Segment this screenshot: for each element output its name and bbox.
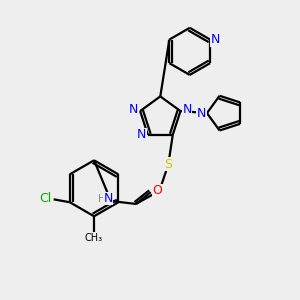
Text: H: H: [98, 194, 105, 204]
Text: O: O: [152, 184, 162, 197]
Text: Cl: Cl: [39, 192, 52, 205]
Text: N: N: [211, 33, 220, 46]
Text: N: N: [129, 103, 138, 116]
Text: N: N: [103, 192, 113, 205]
Text: N: N: [182, 103, 192, 116]
Text: CH₃: CH₃: [85, 233, 103, 243]
Text: N: N: [137, 128, 146, 141]
Text: N: N: [197, 106, 206, 120]
Text: S: S: [164, 158, 172, 171]
